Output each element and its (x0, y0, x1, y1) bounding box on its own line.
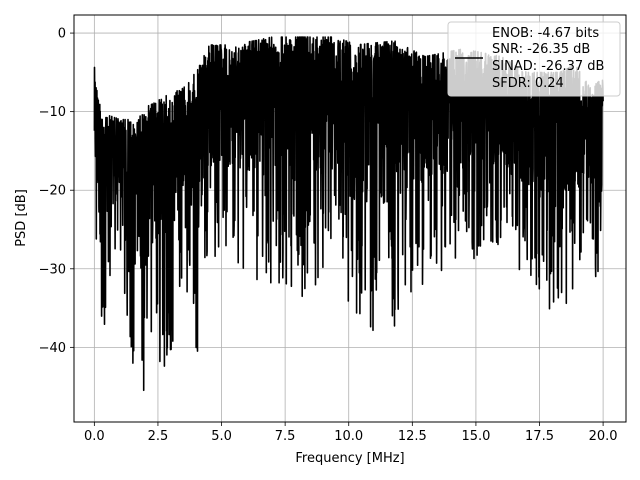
x-axis-ticks: 0.0 2.5 5.0 7.5 10.0 12.5 15.0 17.5 20.0 (84, 422, 618, 444)
legend-snr: SNR: -26.35 dB (492, 42, 590, 57)
legend-box (447, 21, 621, 97)
y-axis-ticks: 0 −10 −20 −30 −40 (39, 27, 74, 356)
x-tick-label: 5.0 (211, 429, 232, 444)
y-tick-label: −20 (39, 184, 66, 199)
psd-series-line (93, 36, 604, 392)
x-tick-label: 10.0 (334, 429, 363, 444)
x-tick-label: 12.5 (398, 429, 427, 444)
y-tick-label: −40 (39, 341, 66, 356)
legend-sfdr: SFDR: 0.24 (492, 76, 564, 91)
x-tick-label: 2.5 (148, 429, 169, 444)
y-tick-label: −10 (39, 105, 66, 120)
y-tick-label: 0 (58, 27, 66, 42)
legend-enob: ENOB: -4.67 bits (492, 26, 599, 41)
plot-frame (73, 14, 627, 423)
legend: ENOB: -4.67 bits SNR: -26.35 dB SINAD: -… (447, 21, 621, 97)
psd-trace (93, 36, 604, 392)
x-axis-label: Frequency [MHz] (295, 451, 404, 466)
x-tick-label: 17.5 (525, 429, 554, 444)
y-tick-label: −30 (39, 262, 66, 277)
x-tick-label: 7.5 (275, 429, 296, 444)
x-tick-label: 15.0 (461, 429, 490, 444)
legend-sinad: SINAD: -26.37 dB (492, 59, 604, 74)
y-axis-label: PSD [dB] (14, 189, 29, 247)
x-tick-label: 0.0 (84, 429, 105, 444)
x-tick-label: 20.0 (589, 429, 618, 444)
